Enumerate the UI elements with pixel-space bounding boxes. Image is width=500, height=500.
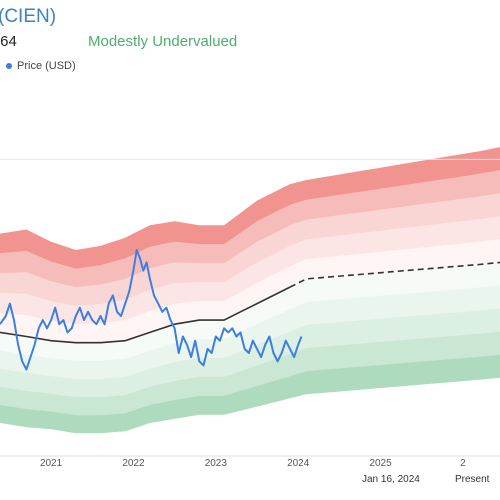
undervalued-band-0 [0, 262, 500, 361]
overvalued-band-4 [0, 147, 500, 269]
price-line [0, 249, 303, 371]
x-tick-label: 2 [460, 458, 466, 469]
overvalued-band-2 [0, 193, 500, 306]
x-tick-label: 2025 [369, 458, 392, 469]
chart-legend: Price (USD) [6, 60, 76, 72]
valuation-bands [0, 147, 500, 434]
valuation-status: Modestly Undervalued [88, 33, 238, 50]
price-legend-dot [6, 63, 12, 69]
series-lines [0, 249, 500, 371]
x-axis-ticks: 2021 2022 2023 2024 2025 2 [40, 458, 466, 469]
x-tick-label: 2024 [287, 458, 310, 469]
overvalued-band-0 [0, 239, 500, 343]
ticker-symbol: (CIEN) [0, 6, 57, 27]
x-tick-label: 2023 [205, 458, 228, 469]
fair-value-line [0, 286, 291, 344]
undervalued-band-1 [0, 285, 500, 379]
x-tick-label: 2022 [122, 458, 145, 469]
overvalued-band-1 [0, 216, 500, 325]
fair-value-forecast-line [289, 261, 500, 288]
current-price: .64 [0, 33, 17, 50]
legend-price-label: Price (USD) [17, 60, 76, 72]
current-date-label: Jan 16, 2024 [362, 474, 420, 485]
present-label: Present [455, 474, 490, 485]
undervalued-band-4 [0, 354, 500, 434]
x-tick-label: 2021 [40, 458, 63, 469]
undervalued-band-2 [0, 308, 500, 398]
overvalued-band-3 [0, 170, 500, 288]
undervalued-band-3 [0, 331, 500, 416]
